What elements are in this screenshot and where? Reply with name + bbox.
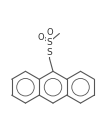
Text: S: S: [47, 48, 52, 57]
Text: S: S: [47, 38, 52, 47]
Text: O: O: [46, 28, 53, 37]
Text: O: O: [38, 32, 45, 41]
